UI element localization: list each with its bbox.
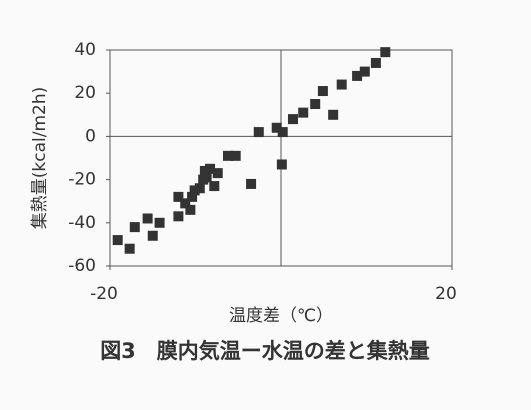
y-tick-label: -20 [68,170,96,190]
point [187,191,198,202]
point [180,198,191,209]
point [173,191,184,202]
x-axis-label: 温度差（℃） [229,306,333,326]
figure-caption: 図3 膜内気温ー水温の差と集熱量 [100,339,430,363]
y-tick-label: -40 [68,213,96,233]
point [310,99,321,109]
y-tick-label: 20 [74,83,96,103]
x-tick-label: 20 [435,284,457,304]
point [276,159,287,170]
point [198,174,209,185]
point [209,181,220,192]
point [185,204,196,215]
y-tick-label: 0 [85,126,96,146]
point [194,183,205,194]
point [277,127,288,138]
point [380,47,391,58]
y-tick-label: -60 [68,256,96,276]
point [147,230,158,241]
point [328,109,339,120]
point [246,178,257,189]
point [370,57,381,68]
point [253,127,264,138]
point [112,235,123,246]
point [336,79,347,90]
point [199,165,210,176]
y-axis-label: 集熱量(kcal/m2h) [30,87,50,229]
point [124,243,135,254]
point [154,217,165,228]
point [212,168,223,179]
y-tick-label: 40 [74,40,96,60]
point [222,150,233,161]
point [142,213,153,224]
x-tick-label: -20 [90,284,118,304]
point [271,122,282,133]
point [129,222,140,233]
point [352,70,363,81]
point [317,86,328,97]
point [189,185,200,196]
point [359,66,370,77]
point [287,114,298,125]
point [298,107,309,118]
point [173,211,184,222]
point [230,150,241,161]
point [205,163,216,174]
